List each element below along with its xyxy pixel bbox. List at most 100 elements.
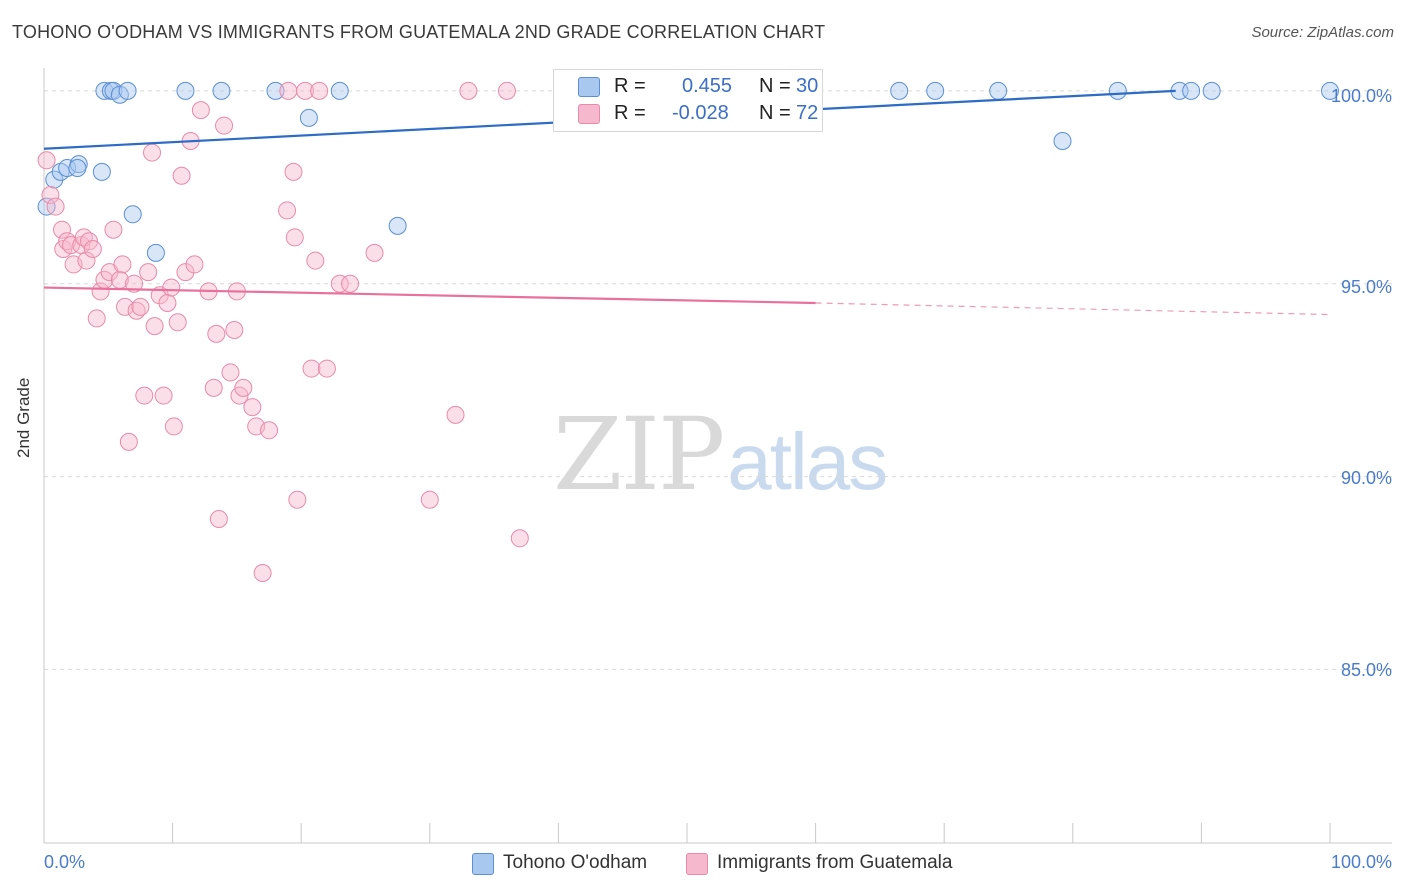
- data-point-pink: [497, 81, 516, 100]
- data-point-pink: [172, 166, 191, 185]
- data-point-blue: [1321, 81, 1339, 100]
- data-point-blue: [68, 159, 87, 177]
- r-label: R =: [614, 75, 646, 97]
- data-point-pink: [253, 564, 272, 582]
- data-point-pink: [288, 490, 307, 509]
- watermark: ZIPatlas: [553, 396, 888, 513]
- x-tick-label-max: 100.0%: [1330, 852, 1392, 872]
- data-point-blue: [146, 243, 165, 262]
- source-label: Source: ZipAtlas.com: [1251, 24, 1394, 41]
- data-point-blue: [989, 81, 1008, 100]
- data-point-pink: [41, 186, 60, 204]
- data-point-blue: [926, 81, 945, 100]
- data-point-blue: [330, 81, 349, 100]
- data-point-pink: [260, 421, 279, 440]
- data-point-pink: [225, 321, 244, 339]
- data-point-pink: [87, 309, 106, 328]
- data-point-pink: [296, 81, 315, 100]
- data-point-pink: [158, 294, 177, 312]
- data-point-pink: [278, 201, 297, 220]
- data-point-pink: [191, 101, 210, 120]
- data-point-pink: [204, 378, 223, 397]
- data-point-pink: [162, 278, 181, 297]
- data-point-pink: [243, 398, 262, 417]
- data-point-blue: [266, 81, 285, 100]
- data-point-blue: [176, 81, 195, 100]
- y-tick-label-100: 100.0%: [1330, 86, 1392, 106]
- data-point-blue: [123, 205, 142, 224]
- data-point-pink: [83, 240, 102, 258]
- blue-swatch: [578, 77, 600, 97]
- data-point-pink: [53, 220, 72, 239]
- data-point-pink: [91, 282, 110, 301]
- data-point-pink: [510, 529, 529, 548]
- trend-line-dashed-pink: [815, 302, 1331, 316]
- n-label: N =: [759, 75, 791, 97]
- stats-legend: R = 0.455 N = 30 R = -0.028 N = 72: [553, 69, 823, 132]
- data-point-pink: [459, 81, 478, 100]
- r-label: R =: [614, 102, 646, 124]
- data-point-pink: [317, 359, 336, 378]
- legend-swatch-pink: [686, 853, 708, 875]
- data-point-pink: [135, 386, 154, 405]
- data-point-blue: [1202, 81, 1221, 100]
- n-label: N =: [759, 102, 791, 124]
- data-point-pink: [285, 228, 304, 247]
- data-point-pink: [306, 251, 325, 270]
- y-tick-label-85: 85.0%: [1340, 660, 1392, 680]
- data-point-blue: [95, 81, 114, 100]
- data-point-blue: [45, 170, 64, 189]
- data-point-pink: [310, 81, 329, 100]
- r-value: 0.455: [682, 75, 733, 97]
- data-point-blue: [58, 159, 77, 177]
- data-point-pink: [139, 263, 158, 282]
- data-point-pink: [420, 490, 439, 509]
- data-point-pink: [330, 274, 349, 293]
- data-point-blue: [92, 162, 111, 181]
- legend-label: Tohono O'odham: [503, 852, 648, 873]
- data-point-blue: [118, 81, 137, 100]
- legend-swatch-blue: [472, 853, 494, 875]
- data-point-pink: [104, 220, 123, 239]
- data-point-pink: [125, 274, 144, 293]
- data-point-pink: [284, 162, 303, 181]
- n-value: 30: [796, 75, 819, 97]
- watermark-atlas: atlas: [727, 417, 888, 506]
- data-point-pink: [113, 255, 132, 274]
- data-point-blue: [1182, 81, 1201, 100]
- data-point-blue: [212, 81, 231, 100]
- data-point-pink: [164, 417, 183, 436]
- data-point-blue: [388, 216, 407, 235]
- data-point-pink: [145, 317, 164, 336]
- watermark-zip: ZIP: [553, 396, 725, 513]
- data-point-pink: [341, 274, 360, 293]
- data-point-blue: [890, 81, 909, 100]
- data-point-pink: [154, 386, 173, 405]
- y-tick-label-95: 95.0%: [1340, 277, 1392, 297]
- data-point-pink: [215, 116, 234, 135]
- data-point-pink: [221, 363, 240, 382]
- data-point-blue: [1053, 132, 1072, 150]
- data-point-pink: [119, 432, 138, 451]
- data-point-pink: [46, 197, 65, 216]
- data-point-blue: [37, 197, 56, 216]
- data-point-pink: [131, 297, 150, 316]
- y-axis-label: 2nd Grade: [14, 377, 33, 458]
- data-point-pink: [365, 243, 384, 262]
- data-point-pink: [37, 151, 56, 170]
- chart-title: TOHONO O'ODHAM VS IMMIGRANTS FROM GUATEM…: [12, 22, 826, 42]
- data-point-pink: [185, 255, 204, 274]
- data-point-pink: [168, 313, 187, 332]
- data-point-pink: [209, 510, 228, 528]
- legend-label: Immigrants from Guatemala: [717, 852, 953, 873]
- y-tick-label-90: 90.0%: [1340, 468, 1392, 488]
- data-point-pink: [446, 405, 465, 424]
- data-point-pink: [116, 297, 135, 316]
- data-point-pink: [279, 81, 298, 100]
- data-point-pink: [234, 378, 253, 397]
- data-point-pink: [77, 251, 96, 270]
- n-value: 72: [796, 102, 819, 124]
- data-point-pink: [207, 324, 226, 343]
- trend-line-pink: [43, 286, 816, 305]
